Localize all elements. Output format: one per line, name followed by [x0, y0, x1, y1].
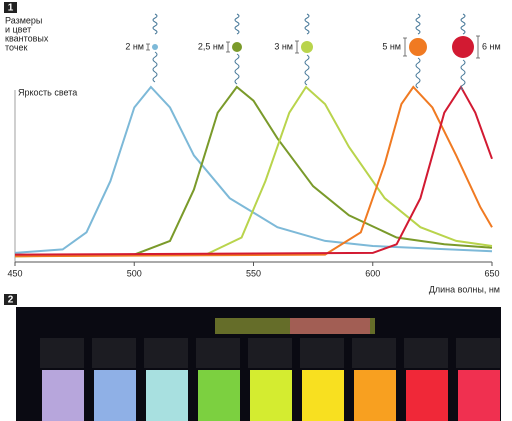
- vial: [406, 370, 448, 421]
- quantum-dot: [232, 42, 242, 52]
- size-bracket: [226, 41, 230, 53]
- quantum-dot: [452, 36, 474, 58]
- wave: [415, 13, 421, 35]
- size-bracket: [476, 35, 480, 59]
- wave: [415, 57, 421, 89]
- vial-cap: [40, 338, 84, 368]
- vial-cap: [352, 338, 396, 368]
- size-bracket: [295, 40, 299, 54]
- wave: [152, 51, 158, 83]
- line-series: [14, 85, 493, 258]
- wave: [304, 13, 310, 35]
- vial: [146, 370, 188, 421]
- legend-label: 2 нм: [125, 41, 144, 51]
- vial: [458, 370, 500, 421]
- annotation: точек: [5, 42, 28, 52]
- quantum-dot: [301, 41, 313, 53]
- photo: [16, 307, 501, 421]
- x-tick-label: 650: [484, 268, 499, 278]
- panel-label: 2: [8, 295, 14, 306]
- wave: [304, 54, 310, 86]
- panel-badge: [4, 294, 17, 305]
- x-tick-label: 450: [7, 268, 22, 278]
- line-series: [14, 85, 493, 258]
- vial-cap: [196, 338, 240, 368]
- wave: [234, 13, 240, 35]
- panel-label: 1: [8, 3, 14, 14]
- panel-badge: [4, 2, 17, 13]
- size-bracket: [403, 37, 407, 57]
- annotation: Размеры: [5, 15, 42, 25]
- x-tick-label: 550: [246, 268, 261, 278]
- vial: [354, 370, 396, 421]
- vial-cap: [300, 338, 344, 368]
- line-series: [14, 85, 493, 256]
- vial-cap: [248, 338, 292, 368]
- quantum-dot: [152, 44, 158, 50]
- vial-cap: [144, 338, 188, 368]
- size-bracket: [146, 43, 150, 51]
- legend-label: 3 нм: [274, 41, 293, 51]
- vial: [302, 370, 344, 421]
- x-tick-label: 500: [127, 268, 142, 278]
- x-axis-label: Длина волны, нм: [429, 284, 500, 294]
- vial-cap: [456, 338, 500, 368]
- vial: [198, 370, 240, 421]
- x-tick-label: 600: [365, 268, 380, 278]
- vial-cap: [92, 338, 136, 368]
- y-axis-label: Яркость света: [18, 87, 77, 97]
- wave: [460, 13, 466, 35]
- wave: [234, 53, 240, 85]
- annotation: квантовых: [5, 33, 49, 43]
- line-series: [14, 85, 493, 254]
- quantum-dot: [409, 38, 427, 56]
- vial: [94, 370, 136, 421]
- annotation: и цвет: [5, 24, 31, 34]
- wave: [460, 59, 466, 91]
- vial: [42, 370, 84, 421]
- legend-label: 6 нм: [482, 41, 501, 51]
- vial-cap: [404, 338, 448, 368]
- vial: [250, 370, 292, 421]
- legend-label: 5 нм: [382, 41, 401, 51]
- line-series: [14, 85, 493, 258]
- wave: [152, 13, 158, 35]
- legend-label: 2,5 нм: [198, 41, 224, 51]
